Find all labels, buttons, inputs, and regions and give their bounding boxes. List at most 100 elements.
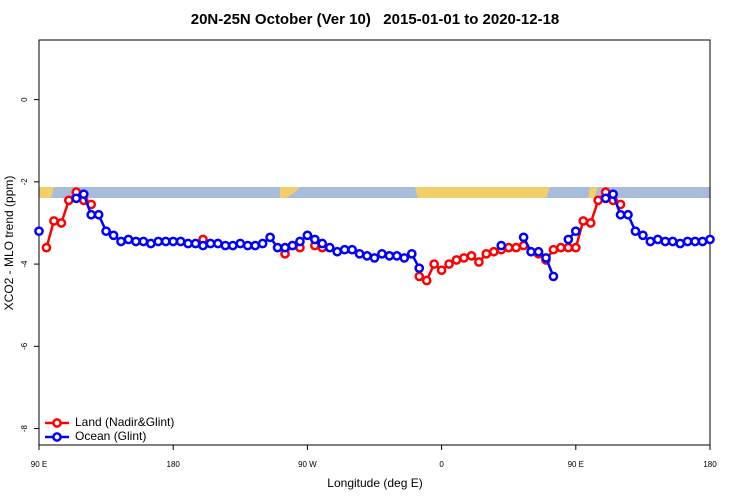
data-point [377, 248, 387, 259]
data-point [563, 242, 574, 253]
data-point [332, 246, 343, 257]
data-point [175, 236, 186, 247]
data-point [578, 216, 589, 226]
x-tick-label: 180 [703, 460, 717, 469]
y-tick-label: -4 [20, 260, 29, 268]
data-point [548, 244, 559, 255]
data-point [623, 209, 633, 220]
data-point [444, 259, 454, 269]
data-point [593, 195, 604, 206]
data-point [675, 238, 686, 249]
data-point [563, 234, 574, 245]
data-point [49, 216, 59, 226]
x-tick-label: 180 [167, 460, 181, 469]
data-point [570, 242, 581, 253]
data-point [63, 195, 74, 206]
map-strip [39, 187, 710, 198]
data-point [399, 253, 410, 263]
chart-title: 20N-25N October (Ver 10) 2015-01-01 to 2… [191, 11, 560, 28]
data-point [220, 240, 231, 251]
data-point [548, 271, 559, 282]
data-point [392, 251, 402, 261]
data-point [615, 209, 626, 220]
data-point [503, 242, 514, 253]
map-land [39, 187, 598, 198]
data-point [354, 248, 365, 259]
data-point [295, 236, 305, 247]
y-tick-label: -8 [20, 424, 29, 432]
data-point [347, 244, 357, 255]
data-point [183, 238, 193, 249]
data-point [123, 234, 134, 245]
data-point [660, 236, 671, 247]
y-axis-label: XCO2 - MLO trend (ppm) [2, 176, 16, 311]
data-point [690, 236, 700, 247]
data-point [474, 257, 484, 267]
data-point [227, 240, 238, 251]
data-point [406, 248, 417, 259]
data-point [429, 259, 439, 269]
data-point [667, 236, 678, 247]
data-point [108, 230, 119, 241]
data-point [116, 236, 126, 247]
data-point [250, 240, 261, 251]
data-point [41, 242, 52, 253]
data-point [518, 232, 529, 243]
data-point [541, 253, 551, 263]
data-point [645, 236, 656, 247]
legend-marker [52, 432, 62, 442]
data-point [436, 265, 447, 276]
data-point [287, 240, 298, 251]
x-tick-label: 90 W [298, 460, 317, 469]
data-point [533, 246, 544, 257]
data-point [34, 226, 44, 237]
x-tick-label: 0 [439, 460, 444, 469]
data-point [280, 242, 290, 253]
data-point [145, 238, 156, 249]
x-tick-label: 90 E [568, 460, 584, 469]
y-tick-label: -6 [20, 342, 29, 350]
data-point [302, 230, 313, 241]
data-point [421, 275, 432, 286]
data-point [272, 242, 283, 253]
data-point [481, 248, 492, 259]
data-point [466, 251, 477, 261]
data-point [242, 240, 253, 251]
data-point [310, 234, 320, 245]
data-point [101, 226, 111, 237]
data-point [451, 255, 462, 265]
data-point [369, 253, 380, 263]
data-point [131, 236, 141, 247]
y-tick-label: 0 [20, 97, 29, 102]
data-point [257, 238, 268, 249]
data-point [682, 236, 693, 247]
data-point [556, 242, 566, 253]
data-point [414, 271, 425, 282]
x-tick-label: 90 E [31, 460, 47, 469]
data-point [160, 236, 171, 247]
data-point [600, 193, 611, 204]
data-point [488, 246, 499, 257]
data-point [339, 244, 350, 255]
data-point [235, 238, 246, 249]
data-point [213, 238, 223, 249]
x-axis-label: Longitude (deg E) [327, 476, 422, 490]
data-point [414, 263, 425, 274]
data-point [496, 240, 507, 251]
data-point [324, 242, 335, 253]
data-point [198, 240, 208, 251]
data-point [384, 251, 395, 261]
data-point [570, 226, 581, 237]
data-point [153, 236, 164, 247]
data-point [585, 218, 596, 228]
data-point [608, 189, 618, 200]
data-point [638, 230, 648, 241]
data-point [71, 193, 82, 204]
data-point [697, 236, 708, 247]
data-point [459, 253, 469, 263]
map-ocean [39, 187, 710, 198]
data-point [317, 238, 328, 249]
legend-label: Land (Nadir&Glint) [75, 415, 174, 429]
